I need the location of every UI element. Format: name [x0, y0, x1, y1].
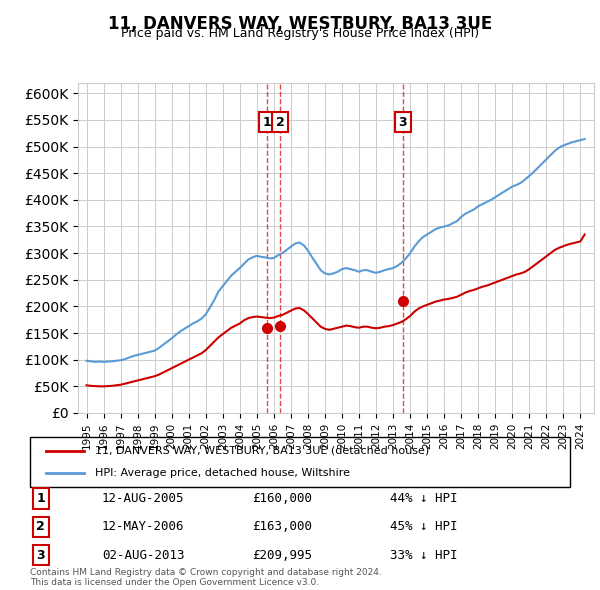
Text: £163,000: £163,000	[252, 520, 312, 533]
Text: 45% ↓ HPI: 45% ↓ HPI	[390, 520, 458, 533]
Text: 3: 3	[37, 549, 45, 562]
Text: 3: 3	[398, 116, 407, 129]
Text: 1: 1	[37, 492, 45, 505]
Text: 2: 2	[37, 520, 45, 533]
Text: 02-AUG-2013: 02-AUG-2013	[102, 549, 185, 562]
Text: Contains HM Land Registry data © Crown copyright and database right 2024.
This d: Contains HM Land Registry data © Crown c…	[30, 568, 382, 587]
Text: 12-AUG-2005: 12-AUG-2005	[102, 492, 185, 505]
Text: HPI: Average price, detached house, Wiltshire: HPI: Average price, detached house, Wilt…	[95, 468, 350, 478]
Text: £160,000: £160,000	[252, 492, 312, 505]
Text: £209,995: £209,995	[252, 549, 312, 562]
Text: 11, DANVERS WAY, WESTBURY, BA13 3UE: 11, DANVERS WAY, WESTBURY, BA13 3UE	[108, 15, 492, 33]
Text: Price paid vs. HM Land Registry's House Price Index (HPI): Price paid vs. HM Land Registry's House …	[121, 27, 479, 40]
Text: 44% ↓ HPI: 44% ↓ HPI	[390, 492, 458, 505]
Text: 2: 2	[275, 116, 284, 129]
Text: 11, DANVERS WAY, WESTBURY, BA13 3UE (detached house): 11, DANVERS WAY, WESTBURY, BA13 3UE (det…	[95, 445, 429, 455]
Text: 12-MAY-2006: 12-MAY-2006	[102, 520, 185, 533]
Text: 33% ↓ HPI: 33% ↓ HPI	[390, 549, 458, 562]
Text: 1: 1	[263, 116, 272, 129]
